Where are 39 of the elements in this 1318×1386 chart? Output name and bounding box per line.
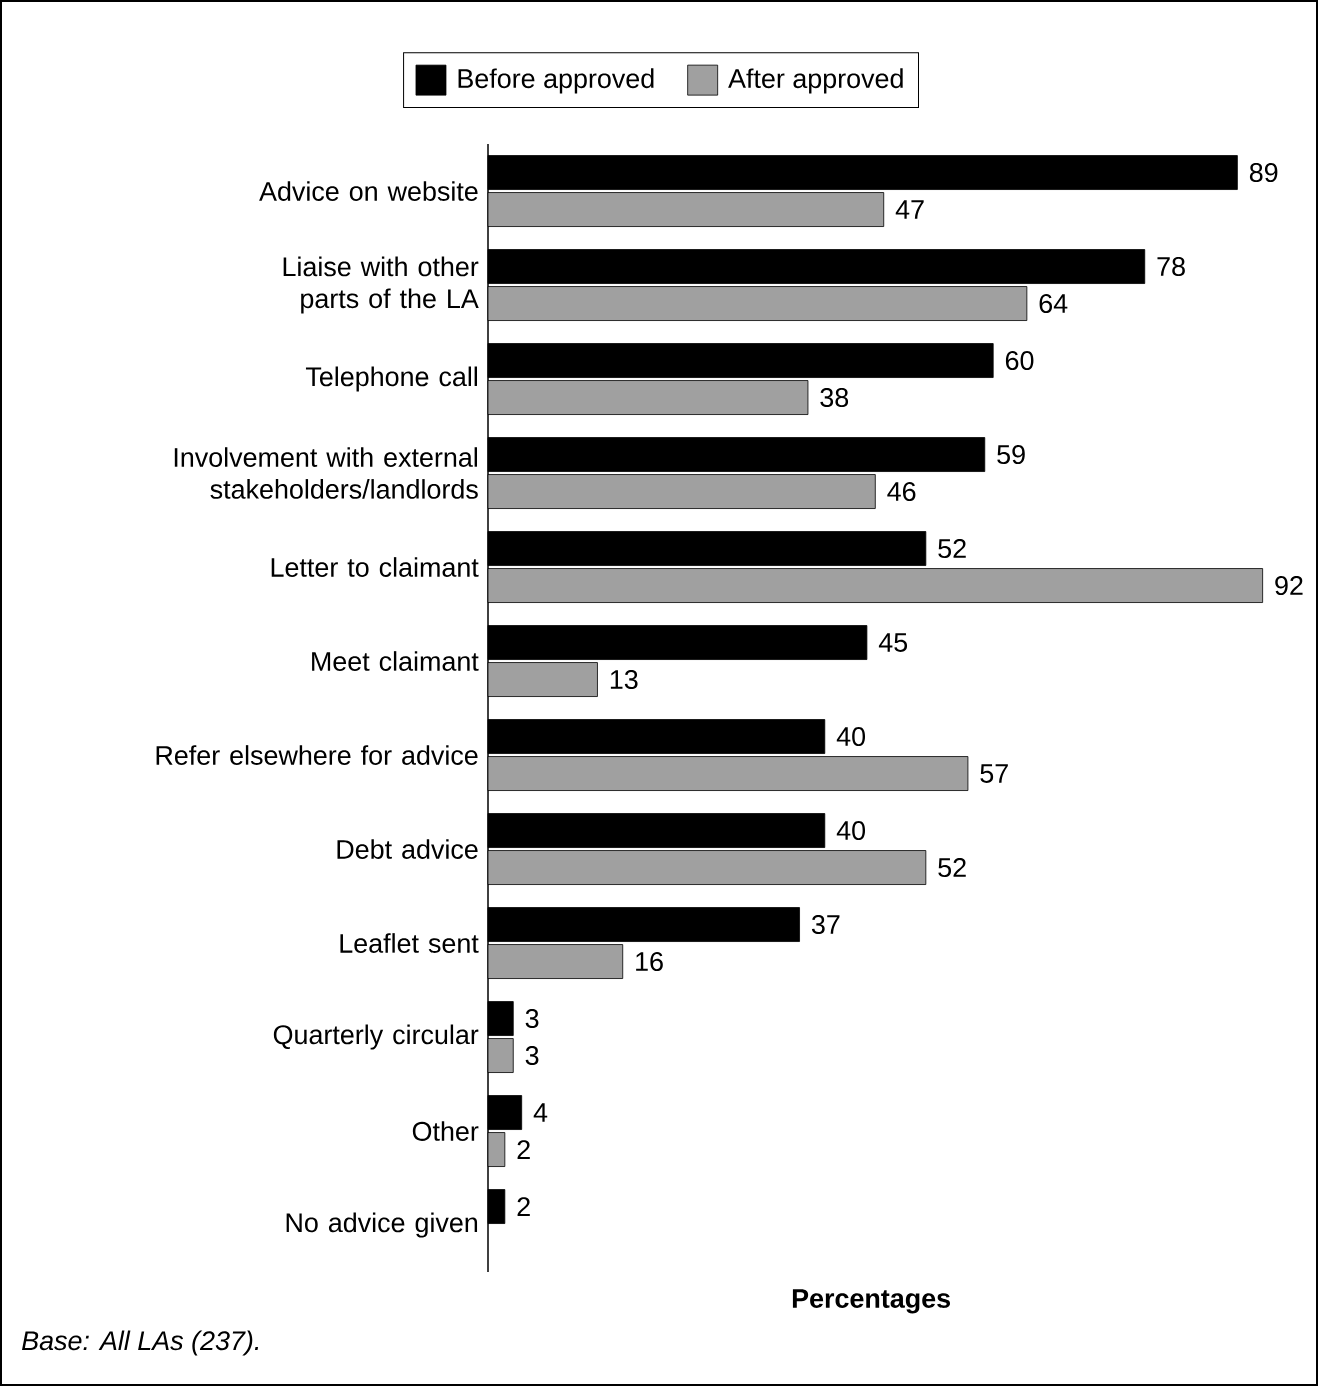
data-label: 3 xyxy=(525,1046,539,1066)
data-label: 78 xyxy=(1157,257,1185,277)
legend-label: After approved xyxy=(728,68,903,94)
data-label: 4 xyxy=(533,1103,548,1122)
data-label: 52 xyxy=(938,858,966,878)
y-tick-label: Advice on website xyxy=(259,181,478,201)
data-label: 92 xyxy=(1275,576,1303,596)
data-label: 2 xyxy=(517,1197,530,1216)
y-tick-label: Quarterly circular xyxy=(273,1024,479,1050)
data-label: 47 xyxy=(895,200,924,219)
y-tick-label: Leaflet sent xyxy=(340,933,479,953)
data-label: 3 xyxy=(525,1009,539,1029)
y-tick-label: Involvement with external stakeholders/landlords xyxy=(174,447,478,499)
data-label: 52 xyxy=(938,539,966,559)
data-label: 13 xyxy=(610,670,638,690)
data-label: 37 xyxy=(811,915,840,935)
y-tick-label: No advice given xyxy=(286,1212,478,1238)
data-label: 40 xyxy=(836,821,866,841)
data-label: 89 xyxy=(1249,163,1278,183)
y-tick-label: Refer elsewhere for advice xyxy=(156,745,478,765)
data-label: 2 xyxy=(517,1140,530,1159)
y-tick-label: Telephone call xyxy=(305,366,477,392)
y-tick-label: Letter to claimant xyxy=(271,557,479,577)
y-tick-label: Debt advice xyxy=(337,839,478,859)
data-label: 59 xyxy=(997,445,1025,465)
data-label: 45 xyxy=(878,633,908,652)
legend-label: Before approved xyxy=(458,68,654,94)
data-label: 57 xyxy=(980,764,1008,783)
text: Base: All LAs (237). xyxy=(21,1330,259,1356)
data-label: 38 xyxy=(820,388,849,408)
x-axis-title: Percentages xyxy=(792,1289,950,1314)
y-tick-label: Meet claimant xyxy=(312,651,479,671)
data-label: 46 xyxy=(887,482,916,502)
data-label: 40 xyxy=(836,727,866,747)
data-label: 64 xyxy=(1039,294,1068,314)
data-label: 60 xyxy=(1005,351,1034,371)
y-tick-label: Other xyxy=(412,1121,479,1141)
data-label: 16 xyxy=(636,952,663,972)
y-tick-label: Liaise with other parts of the LA xyxy=(283,256,479,314)
